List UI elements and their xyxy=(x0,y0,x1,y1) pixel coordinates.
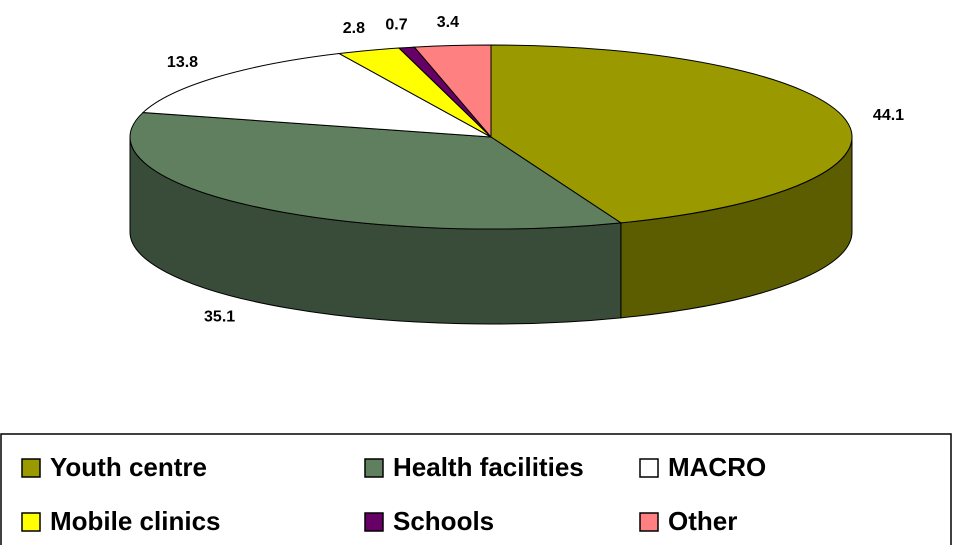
legend-swatch xyxy=(639,458,659,478)
legend-label: MACRO xyxy=(668,452,766,482)
data-label: 3.4 xyxy=(437,14,459,31)
data-label: 13.8 xyxy=(167,54,198,71)
slice xyxy=(129,112,623,230)
slice xyxy=(490,44,853,224)
legend-box xyxy=(0,433,952,545)
legend-label: Youth centre xyxy=(50,452,207,482)
slice xyxy=(141,53,492,138)
legend-label: Health facilities xyxy=(393,452,584,482)
legend-swatch xyxy=(639,512,659,532)
legend-swatch xyxy=(21,458,41,478)
slice xyxy=(413,44,492,139)
legend-label: Mobile clinics xyxy=(50,506,221,536)
legend-swatch xyxy=(21,512,41,532)
data-label: 35.1 xyxy=(204,308,235,325)
data-label: 44.1 xyxy=(873,107,904,124)
data-label: 2.8 xyxy=(343,20,365,37)
legend-swatch xyxy=(364,512,384,532)
legend-swatch xyxy=(364,458,384,478)
legend-label: Other xyxy=(668,506,737,536)
legend-label: Schools xyxy=(393,506,494,536)
data-label: 0.7 xyxy=(385,16,407,33)
